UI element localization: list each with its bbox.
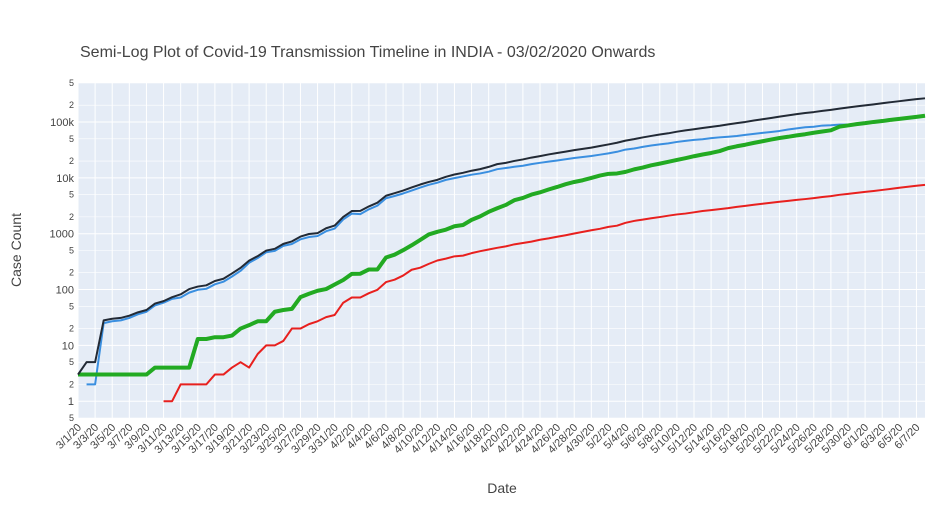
y-tick-label: 5 — [69, 301, 74, 311]
x-axis-title: Date — [487, 480, 517, 496]
y-tick-label: 5 — [69, 78, 74, 88]
data-line — [78, 113, 926, 377]
data-line — [163, 183, 926, 403]
y-tick-label: 100k — [50, 117, 74, 129]
y-tick-label: 2 — [69, 324, 74, 334]
y-tick-label: 2 — [69, 379, 74, 389]
y-tick-label: 5 — [69, 357, 74, 367]
y-tick-label: 5 — [69, 413, 74, 423]
y-tick-label: 10k — [56, 173, 74, 185]
y-tick-label: 5 — [69, 190, 74, 200]
y-tick-label: 1000 — [50, 229, 74, 241]
y-tick-label: 100 — [56, 285, 74, 297]
y-tick-label: 2 — [69, 268, 74, 278]
y-tick-label: 5 — [69, 134, 74, 144]
data-line — [86, 114, 926, 386]
y-tick-label: 2 — [69, 100, 74, 110]
y-tick-label: 2 — [69, 212, 74, 222]
data-line — [77, 97, 926, 376]
y-tick-label: 1 — [68, 396, 74, 408]
y-tick-label: 2 — [69, 156, 74, 166]
chart-title: Semi-Log Plot of Covid-19 Transmission T… — [80, 44, 655, 61]
y-tick-label: 10 — [62, 340, 74, 352]
y-tick-label: 5 — [69, 246, 74, 256]
y-axis-title: Case Count — [8, 213, 24, 287]
